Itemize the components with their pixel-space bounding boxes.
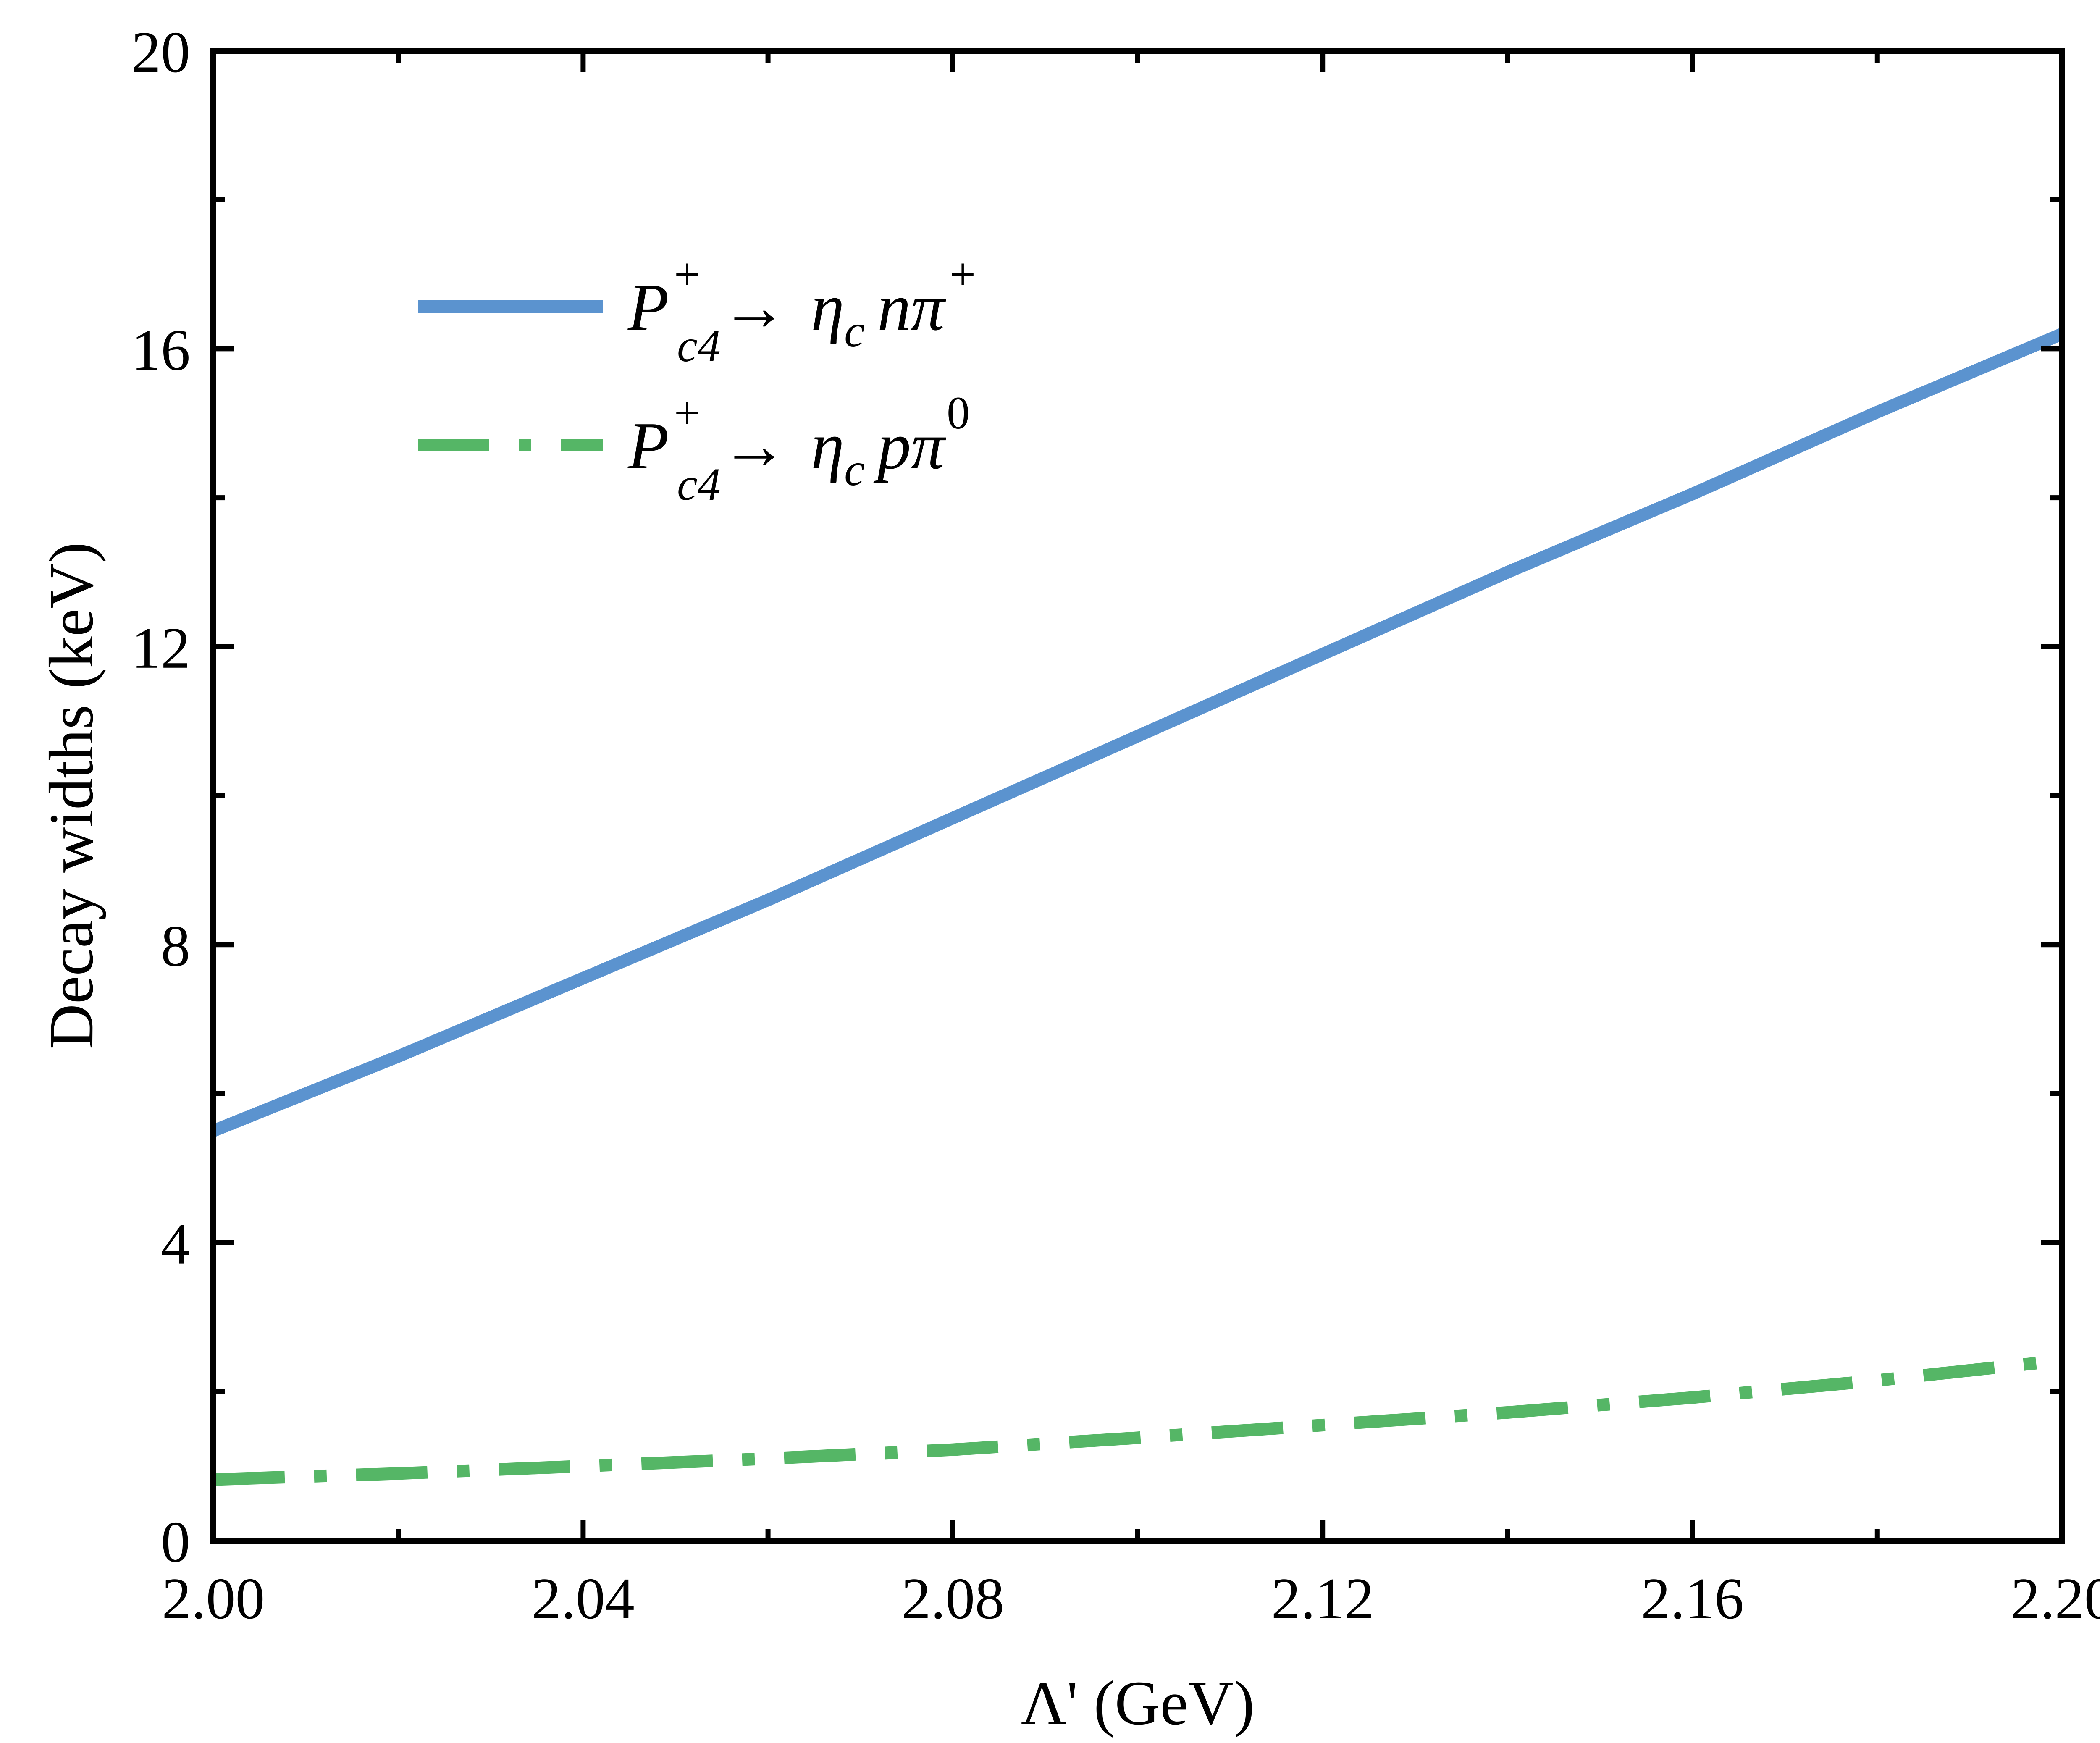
- ticks-layer: [211, 48, 2065, 1543]
- x-tick-label: 2.12: [1271, 1566, 1374, 1631]
- x-tick-label: 2.20: [2011, 1566, 2100, 1631]
- legend-label-2: P+ c4→ ηc pπ0: [627, 387, 970, 510]
- x-axis-label: Λ' (GeV): [1021, 1668, 1255, 1738]
- tick-labels: 2.00 2.04 2.08 2.12 2.16 2.20 0 4 8 12 16 20: [131, 20, 2100, 1631]
- series-layer: [213, 328, 2062, 1486]
- legend-label-1: P+ c4→ ηc nπ+: [627, 249, 978, 371]
- y-tick-label: 12: [131, 616, 190, 681]
- y-tick-label: 8: [161, 914, 190, 979]
- y-tick-label: 16: [131, 318, 190, 383]
- y-tick-label: 20: [131, 20, 190, 85]
- legend: P+ c4→ ηc nπ+ P+ c4→ ηc pπ0: [418, 249, 978, 510]
- x-tick-label: 2.16: [1641, 1566, 1744, 1631]
- y-tick-label: 0: [161, 1509, 190, 1575]
- y-tick-label: 4: [161, 1212, 190, 1277]
- x-tick-label: 2.00: [162, 1566, 265, 1631]
- x-tick-label: 2.04: [532, 1566, 635, 1631]
- series-line-1: [213, 328, 2062, 1137]
- y-axis-label: Decay widths (keV): [37, 542, 106, 1050]
- plot-frame: [210, 48, 2065, 1544]
- series-line-2: [213, 1354, 2062, 1486]
- x-tick-label: 2.08: [901, 1566, 1004, 1631]
